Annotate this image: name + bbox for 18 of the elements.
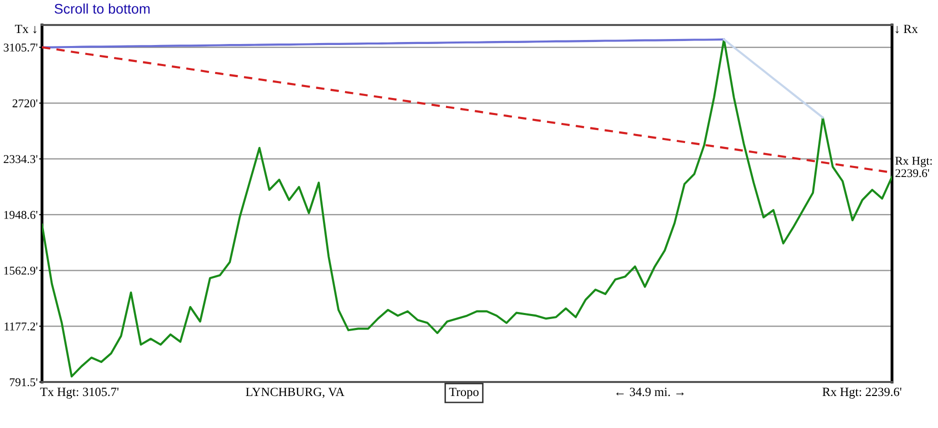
line-series (722, 38, 824, 119)
text: LYNCHBURG, VA (246, 388, 344, 398)
y-tick-label: 1948.6' (4, 210, 38, 219)
line-series (42, 38, 892, 378)
y-tick-label: 1177.2' (4, 322, 38, 330)
text: Tx ↓ (14, 24, 36, 34)
text: Rx Hgt: 2239.6' (895, 156, 932, 178)
y-tick-label: 1562.9' (4, 266, 38, 275)
text: Rx Hgt: 2239.6' (822, 388, 902, 399)
y-tick-label: 3105.7' (4, 44, 38, 52)
text: Scroll to bottom (54, 4, 150, 14)
text: Tx Hgt: 3105.7' (40, 388, 118, 399)
y-tick-label: 791.5' (10, 378, 38, 386)
text: ← 34.9 mi. → (616, 388, 684, 396)
y-tick-label: 2334.3' (4, 155, 38, 164)
y-tick-label: 2720' (12, 99, 38, 108)
text: ↓ Rx (896, 24, 918, 34)
text: Tropo (449, 388, 479, 399)
